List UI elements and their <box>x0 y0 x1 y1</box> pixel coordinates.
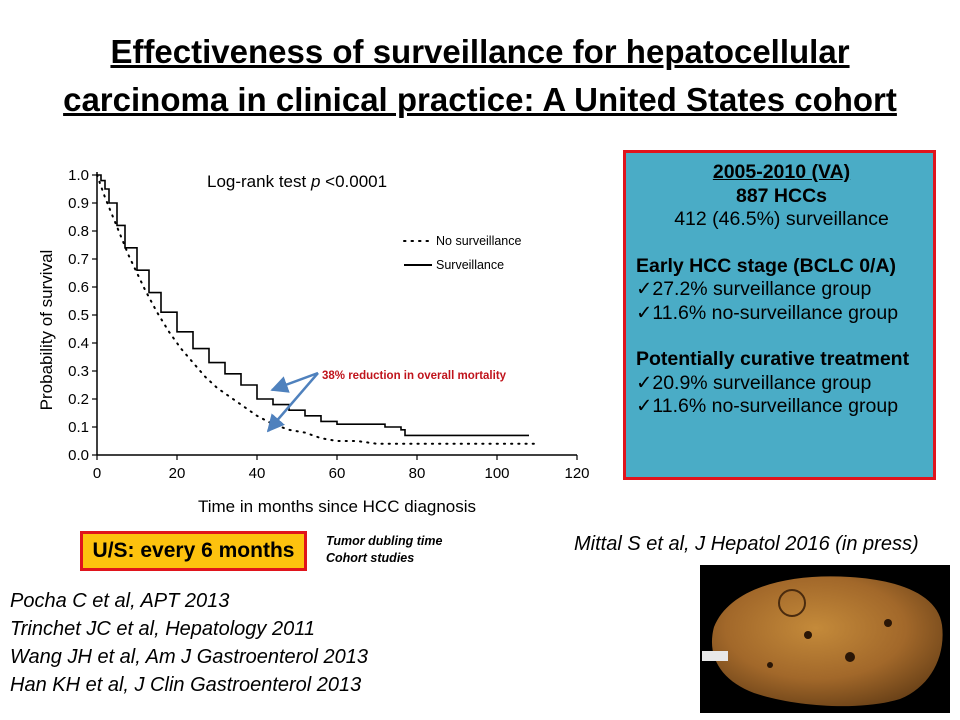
log-rank-text: Log-rank test p <0.0001 <box>207 172 387 191</box>
liver-specimen-photo <box>700 565 950 713</box>
check-icon <box>636 372 652 394</box>
x-tick-label: 60 <box>329 465 346 482</box>
annotation-arrow-upper <box>270 371 319 393</box>
survival-chart: 0.0 0.1 0.2 0.3 0.4 0.5 0.6 0.7 0.8 0.9 1.0 0 20 40 60… <box>37 167 590 516</box>
curative-item-2: 11.6% no-surveillance group <box>636 395 927 419</box>
y-tick-label: 0.0 <box>68 447 89 464</box>
reference-item: Pocha C et al, APT 2013 <box>10 590 230 612</box>
y-tick-label: 0.7 <box>68 251 89 268</box>
early-stage-item-1: 27.2% surveillance group <box>636 278 927 302</box>
y-axis-label: Probability of survival <box>37 250 56 411</box>
legend-no-surveillance-label: No surveillance <box>436 234 522 248</box>
reference-item: Trinchet JC et al, Hepatology 2011 <box>10 618 315 640</box>
x-tick-label: 100 <box>484 465 509 482</box>
check-icon <box>636 278 652 300</box>
citation: Mittal S et al, J Hepatol 2016 (in press… <box>574 533 919 555</box>
ultrasound-interval-box: U/S: every 6 months <box>80 531 307 571</box>
curative-item-1: 20.9% surveillance group <box>636 372 927 396</box>
tumor-note-line-2: Cohort studies <box>326 551 415 565</box>
study-period: 2005-2010 (VA) <box>712 161 851 183</box>
reference-item: Wang JH et al, Am J Gastroenterol 2013 <box>10 646 368 668</box>
slide-title: Effectiveness of surveillance for hepato… <box>30 28 930 124</box>
tumor-note: Tumor dubling time Cohort studies <box>326 533 442 567</box>
y-tick-label: 1.0 <box>68 167 89 184</box>
y-tick-label: 0.5 <box>68 307 89 324</box>
y-tick-label: 0.3 <box>68 363 89 380</box>
y-tick-label: 0.8 <box>68 223 89 240</box>
log-rank-p: p <box>310 172 320 191</box>
y-tick-label: 0.6 <box>68 279 89 296</box>
early-stage-item-2: 11.6% no-surveillance group <box>636 302 927 326</box>
early-stage-heading: Early HCC stage (BCLC 0/A) <box>636 254 897 277</box>
study-count: 887 HCCs <box>735 184 828 207</box>
y-tick-label: 0.2 <box>68 391 89 408</box>
series-no-surveillance-line <box>96 174 538 445</box>
x-axis-label: Time in months since HCC diagnosis <box>198 497 476 516</box>
title-line-1: Effectiveness of surveillance for hepato… <box>110 33 850 70</box>
log-rank-value: <0.0001 <box>320 172 387 191</box>
x-tick-label: 120 <box>564 465 589 482</box>
y-tick-label: 0.9 <box>68 195 89 212</box>
log-rank-prefix: Log-rank test <box>207 172 311 191</box>
title-line-2: carcinoma in clinical practice: A United… <box>63 81 897 118</box>
x-tick-label: 40 <box>249 465 266 482</box>
annotation-arrow-lower <box>266 372 319 433</box>
legend: No surveillance Surveillance <box>403 234 522 272</box>
check-icon <box>636 395 652 417</box>
tumor-note-line-1: Tumor dubling time <box>326 534 443 548</box>
y-tick-label: 0.1 <box>68 419 89 436</box>
reference-list: Pocha C et al, APT 2013 Trinchet JC et a… <box>10 587 368 699</box>
x-tick-label: 80 <box>409 465 426 482</box>
study-summary-box: 2005-2010 (VA) 887 HCCs 412 (46.5%) surv… <box>623 150 936 480</box>
x-tick-label: 0 <box>93 465 101 482</box>
study-surveillance: 412 (46.5%) surveillance <box>674 208 889 230</box>
legend-surveillance-label: Surveillance <box>436 258 504 272</box>
mortality-annotation: 38% reduction in overall mortality <box>322 370 507 382</box>
series-surveillance-line <box>97 174 529 437</box>
reference-item: Han KH et al, J Clin Gastroenterol 2013 <box>10 674 362 696</box>
y-tick-label: 0.4 <box>68 335 89 352</box>
check-icon <box>636 302 652 324</box>
curative-heading: Potentially curative treatment <box>636 348 910 370</box>
x-tick-label: 20 <box>169 465 186 482</box>
